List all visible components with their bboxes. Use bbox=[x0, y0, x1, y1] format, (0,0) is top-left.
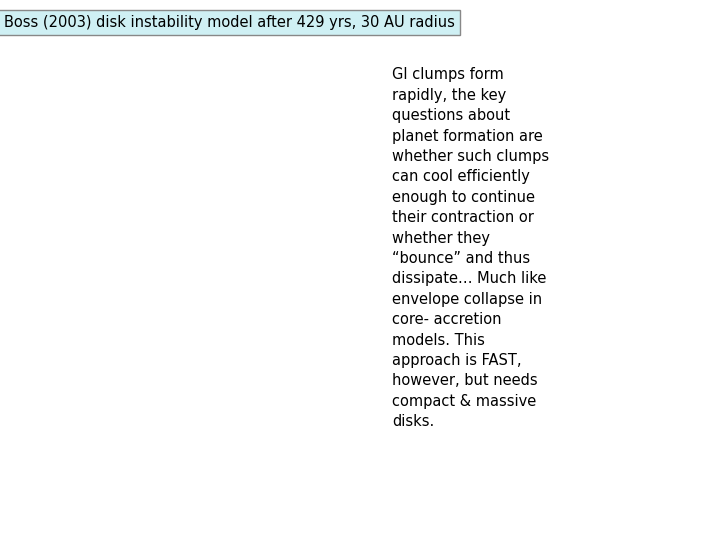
Text: GI clumps form
rapidly, the key
questions about
planet formation are
whether suc: GI clumps form rapidly, the key question… bbox=[392, 68, 549, 429]
Text: Boss (2003) disk instability model after 429 yrs, 30 AU radius: Boss (2003) disk instability model after… bbox=[4, 15, 454, 30]
